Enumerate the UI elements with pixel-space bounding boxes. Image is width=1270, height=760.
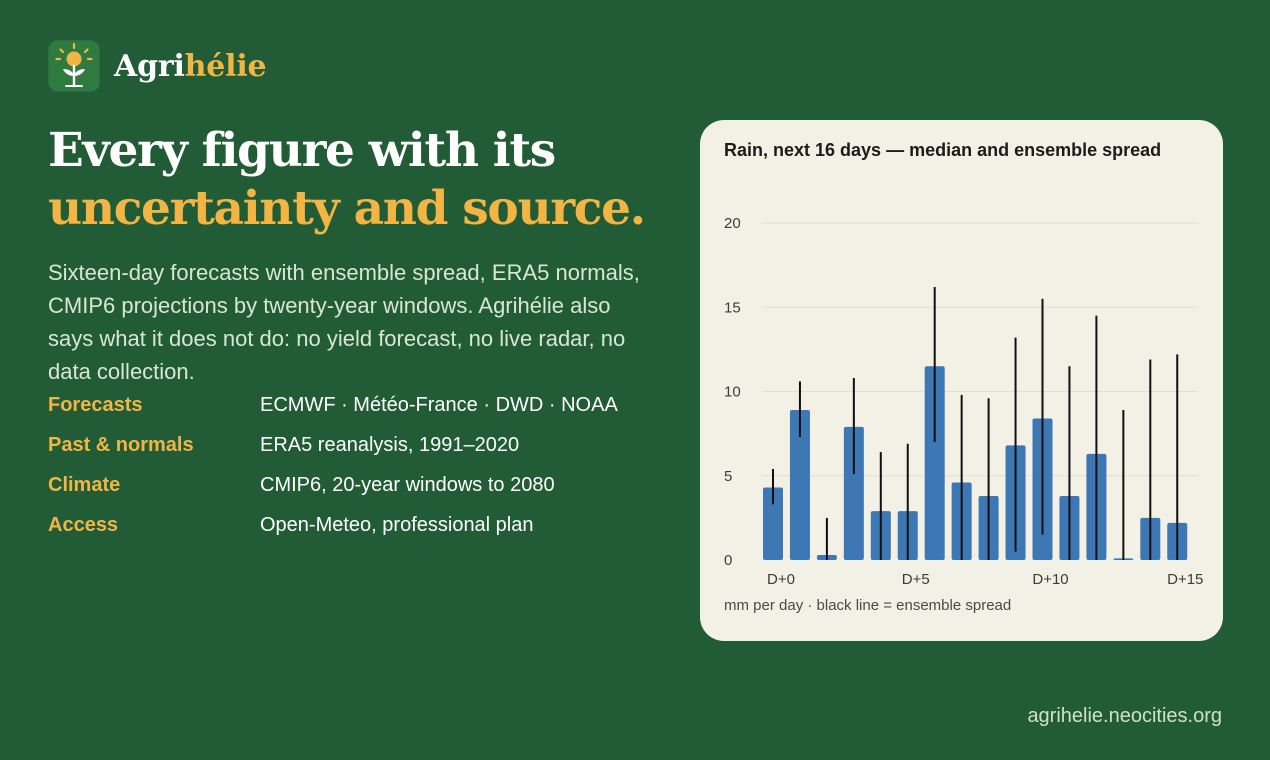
brand-name-accent: hélie [184, 48, 267, 84]
fact-value: ECMWF · Météo-France · DWD · NOAA [260, 394, 618, 416]
y-tick-label: 5 [724, 468, 732, 485]
rain-chart: 0 5 10 15 20 D+0 D+5 D+10 D+15 [724, 215, 1203, 588]
page-headline: Every figure with its uncertainty and so… [48, 122, 646, 238]
y-tick-label: 20 [724, 215, 741, 232]
fact-value: ERA5 reanalysis, 1991–2020 [260, 434, 520, 456]
fact-key: Access [48, 514, 119, 536]
sun-sprout-icon [48, 40, 100, 92]
brand-name-plain: Agri [114, 48, 185, 84]
bar-dplus0 [763, 487, 783, 560]
bar-dplus3 [843, 426, 864, 560]
fact-key: Forecasts [48, 394, 143, 416]
fact-value: CMIP6, 20-year windows to 2080 [260, 474, 555, 496]
bar-dplus1 [789, 410, 810, 560]
rain-forecast-card: Rain, next 16 days — median and ensemble… [700, 120, 1223, 641]
brand-name: Agrihélie [114, 48, 267, 84]
fact-key: Past & normals [48, 434, 194, 456]
y-tick-label: 0 [724, 552, 732, 569]
intro-paragraph: Sixteen-day forecasts with ensemble spre… [48, 260, 640, 384]
y-tick-label: 10 [724, 384, 741, 401]
site-url-link[interactable]: agrihelie.neocities.org [1027, 705, 1222, 727]
brand-logo[interactable]: Agrihélie [48, 40, 267, 92]
x-tick-label: D+5 [902, 571, 930, 588]
fact-value: Open-Meteo, professional plan [260, 514, 534, 536]
headline-line-2: uncertainty and source. [48, 181, 646, 236]
y-tick-label: 15 [724, 299, 741, 316]
chart-footnote: mm per day · black line = ensemble sprea… [724, 597, 1012, 614]
bar-dplus6 [924, 366, 945, 560]
fact-key: Climate [48, 474, 121, 496]
headline-line-1: Every figure with its [48, 123, 556, 178]
x-tick-label: D+0 [767, 571, 795, 588]
x-tick-label: D+15 [1167, 571, 1203, 588]
chart-title: Rain, next 16 days — median and ensemble… [724, 140, 1162, 160]
x-tick-label: D+10 [1032, 571, 1068, 588]
